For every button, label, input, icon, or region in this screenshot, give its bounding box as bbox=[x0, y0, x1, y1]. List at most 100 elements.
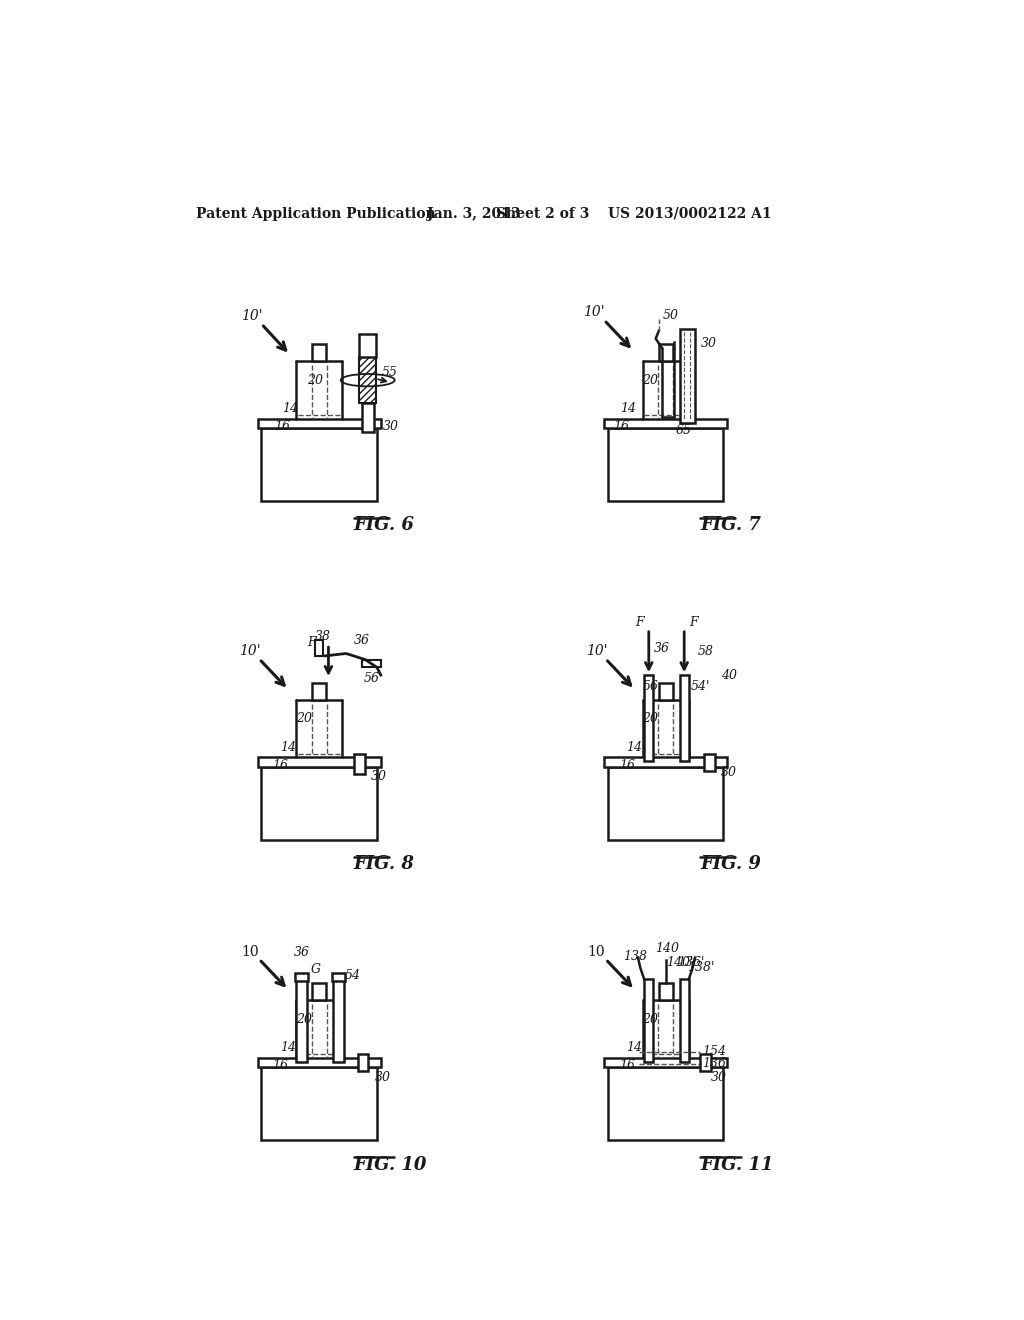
Bar bbox=[312, 682, 326, 700]
Text: 20: 20 bbox=[296, 1012, 312, 1026]
Bar bbox=[705, 754, 715, 771]
Text: 14: 14 bbox=[627, 1041, 643, 1055]
Text: F: F bbox=[635, 616, 644, 630]
Text: 30: 30 bbox=[700, 338, 717, 351]
Text: 30: 30 bbox=[371, 770, 386, 783]
Text: 36: 36 bbox=[353, 634, 370, 647]
Bar bbox=[359, 358, 376, 404]
Text: 56: 56 bbox=[364, 672, 380, 685]
Text: 14: 14 bbox=[282, 403, 298, 416]
Text: 20: 20 bbox=[296, 713, 312, 726]
Bar bbox=[296, 979, 307, 1061]
Text: 20: 20 bbox=[307, 374, 324, 387]
Bar bbox=[261, 1067, 377, 1140]
Text: 50: 50 bbox=[664, 309, 679, 322]
Text: 10': 10' bbox=[586, 644, 607, 659]
Bar bbox=[261, 428, 377, 502]
Text: 138: 138 bbox=[623, 949, 647, 962]
Text: 56: 56 bbox=[642, 680, 658, 693]
Bar bbox=[258, 418, 381, 428]
Text: 10: 10 bbox=[588, 945, 605, 958]
Text: 138': 138' bbox=[687, 961, 714, 974]
Text: 40: 40 bbox=[721, 668, 737, 681]
Text: FIG. 9: FIG. 9 bbox=[700, 855, 761, 874]
Text: 16: 16 bbox=[272, 759, 289, 772]
Text: 20: 20 bbox=[642, 1012, 658, 1026]
Bar bbox=[658, 983, 673, 1001]
Text: 10': 10' bbox=[241, 309, 262, 323]
Text: 136': 136' bbox=[677, 956, 705, 969]
Text: 30: 30 bbox=[383, 420, 398, 433]
Text: 20: 20 bbox=[642, 374, 658, 387]
Text: 14: 14 bbox=[627, 741, 643, 754]
Text: 10: 10 bbox=[241, 945, 259, 958]
Text: 14: 14 bbox=[621, 403, 637, 416]
Text: F: F bbox=[689, 616, 697, 630]
Text: 54': 54' bbox=[690, 680, 710, 693]
Text: 16: 16 bbox=[618, 1059, 635, 1072]
Bar bbox=[658, 682, 673, 700]
Text: 10': 10' bbox=[584, 305, 605, 319]
Text: F: F bbox=[307, 636, 315, 649]
Bar bbox=[359, 334, 376, 358]
Bar bbox=[608, 428, 724, 502]
Bar bbox=[361, 660, 381, 668]
Text: 16: 16 bbox=[612, 420, 629, 433]
Bar bbox=[295, 973, 308, 981]
Text: 16: 16 bbox=[272, 1059, 289, 1072]
Text: 140: 140 bbox=[655, 942, 679, 954]
Bar bbox=[604, 758, 727, 767]
Text: 140': 140' bbox=[666, 956, 693, 969]
Text: 14: 14 bbox=[281, 1041, 296, 1055]
Text: 154: 154 bbox=[702, 1045, 726, 1059]
Bar bbox=[357, 1053, 369, 1071]
Text: 16: 16 bbox=[618, 759, 635, 772]
Text: Patent Application Publication: Patent Application Publication bbox=[196, 207, 435, 220]
Text: 30: 30 bbox=[711, 1071, 727, 1084]
Text: 36: 36 bbox=[654, 642, 670, 655]
Text: 30: 30 bbox=[375, 1071, 390, 1084]
Bar bbox=[604, 418, 727, 428]
Text: 36: 36 bbox=[294, 945, 309, 958]
Text: FIG. 11: FIG. 11 bbox=[700, 1155, 774, 1173]
Text: 20: 20 bbox=[642, 713, 658, 726]
Bar bbox=[644, 675, 653, 762]
Text: Jan. 3, 2013: Jan. 3, 2013 bbox=[427, 207, 520, 220]
Bar bbox=[361, 404, 374, 432]
Text: US 2013/0002122 A1: US 2013/0002122 A1 bbox=[608, 207, 772, 220]
Bar bbox=[658, 345, 673, 360]
Bar bbox=[608, 767, 724, 840]
Text: Sheet 2 of 3: Sheet 2 of 3 bbox=[497, 207, 590, 220]
Text: 65: 65 bbox=[676, 424, 691, 437]
Bar bbox=[680, 979, 689, 1061]
Text: FIG. 7: FIG. 7 bbox=[700, 516, 761, 535]
Text: 10': 10' bbox=[239, 644, 261, 659]
Text: 55: 55 bbox=[382, 366, 398, 379]
Bar bbox=[608, 1067, 724, 1140]
Bar bbox=[261, 767, 377, 840]
Text: 30: 30 bbox=[721, 767, 737, 779]
Text: FIG. 8: FIG. 8 bbox=[354, 855, 415, 874]
Bar bbox=[604, 1057, 727, 1067]
Bar bbox=[315, 640, 323, 656]
Text: 54: 54 bbox=[345, 969, 361, 982]
Bar bbox=[258, 758, 381, 767]
Text: 136: 136 bbox=[702, 1057, 726, 1071]
Bar bbox=[332, 973, 345, 981]
Text: FIG. 6: FIG. 6 bbox=[354, 516, 415, 535]
Bar bbox=[700, 1053, 711, 1071]
Bar bbox=[354, 754, 365, 775]
Text: 58: 58 bbox=[697, 645, 714, 659]
Text: 38: 38 bbox=[315, 630, 331, 643]
Text: 16: 16 bbox=[274, 420, 290, 433]
Bar bbox=[312, 983, 326, 1001]
Bar bbox=[258, 1057, 381, 1067]
Text: G: G bbox=[310, 964, 321, 977]
Bar bbox=[333, 979, 344, 1061]
Text: FIG. 10: FIG. 10 bbox=[354, 1155, 427, 1173]
Bar bbox=[644, 979, 653, 1061]
Text: 14: 14 bbox=[281, 741, 296, 754]
Bar bbox=[312, 345, 326, 360]
Bar bbox=[680, 675, 689, 762]
Bar bbox=[680, 329, 695, 422]
